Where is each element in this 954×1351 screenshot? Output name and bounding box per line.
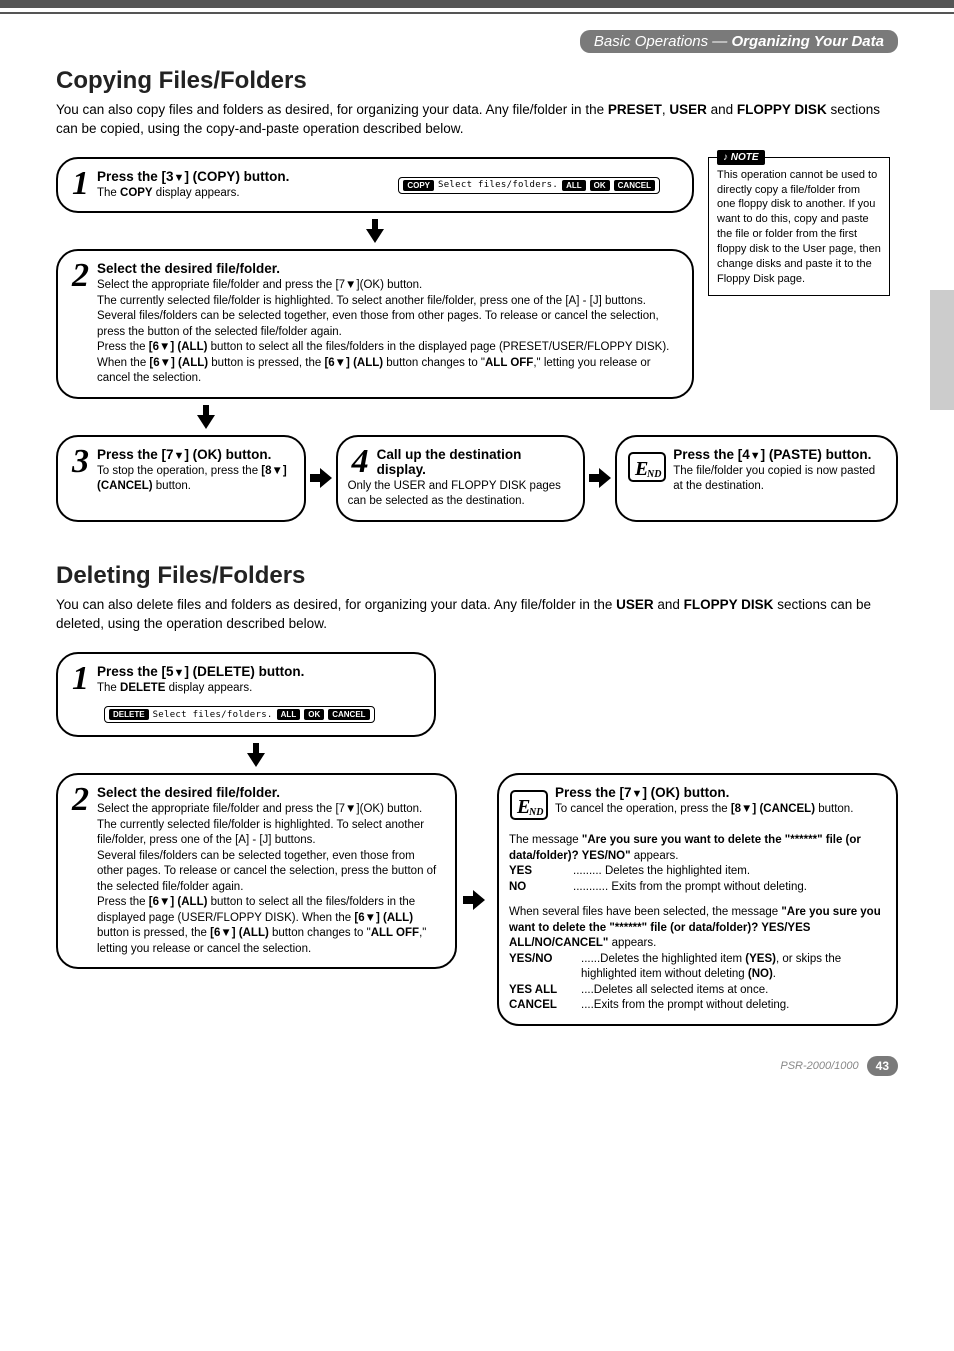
chip-all: ALL	[562, 180, 586, 191]
step-2-box: 2 Select the desired file/folder. Select…	[56, 249, 694, 399]
delete-display-strip: DELETE Select files/folders. ALL OK CANC…	[104, 706, 375, 723]
chip-delete: DELETE	[109, 709, 149, 720]
step-3-box: 3 Press the [7▼] (OK) button. To stop th…	[56, 435, 306, 522]
del-end-cancel: To cancel the operation, press the [8▼] …	[555, 802, 882, 818]
chip-cancel: CANCEL	[328, 709, 369, 720]
top-stripe	[0, 0, 954, 8]
step-2-num: 2	[72, 259, 89, 293]
footer: PSR-2000/1000 43	[56, 1056, 898, 1076]
del-step-end-box: E ND Press the [7▼] (OK) button. To canc…	[497, 773, 898, 1026]
arrow-down-icon	[365, 219, 385, 243]
step-1-num: 1	[72, 167, 89, 201]
step-end-title: Press the [4▼] (PASTE) button.	[673, 447, 882, 462]
step-end-box: E ND Press the [4▼] (PASTE) button. The …	[615, 435, 898, 522]
note-box: NOTE This operation cannot be used to di…	[708, 157, 890, 296]
step-3-body: To stop the operation, press the [8▼] (C…	[97, 464, 290, 495]
step-4-box: 4 Call up the destination display. Only …	[336, 435, 586, 522]
step-4-num: 4	[352, 445, 369, 479]
chip-copy: COPY	[403, 180, 434, 191]
step-4-title: Call up the destination display.	[348, 447, 570, 477]
step-2-title: Select the desired file/folder.	[68, 261, 678, 276]
header-bar: Basic Operations — Organizing Your Data	[580, 30, 898, 53]
note-text: This operation cannot be used to directl…	[717, 169, 881, 285]
end-icon: E ND	[627, 447, 667, 487]
thin-stripe	[0, 12, 954, 14]
del-step-2-box: 2 Select the desired file/folder. Select…	[56, 773, 457, 969]
arrow-right-icon	[463, 890, 491, 910]
arrow-down-icon	[196, 405, 216, 429]
copy-display-strip: COPY Select files/folders. ALL OK CANCEL	[398, 177, 660, 194]
del-end-title: Press the [7▼] (OK) button.	[555, 785, 882, 800]
footer-page: 43	[867, 1056, 898, 1076]
del-step-2-num: 2	[72, 783, 89, 817]
arrow-right-icon	[589, 468, 611, 488]
footer-model: PSR-2000/1000	[780, 1060, 858, 1072]
arrow-right-icon	[310, 468, 332, 488]
step-3-title: Press the [7▼] (OK) button.	[68, 447, 290, 462]
arrow-down-icon	[246, 743, 266, 767]
end-icon: E ND	[509, 785, 549, 825]
del-step-2-body: Select the appropriate file/folder and p…	[97, 802, 441, 957]
display-text: Select files/folders.	[153, 710, 273, 720]
chip-cancel: CANCEL	[614, 180, 655, 191]
del-end-messages: The message "Are you sure you want to de…	[509, 833, 882, 1014]
section-title-deleting: Deleting Files/Folders	[56, 562, 898, 590]
step-1-box: 1 Press the [3▼] (COPY) button. The COPY…	[56, 157, 694, 214]
del-step-1-body: The DELETE display appears.	[97, 681, 420, 697]
chip-ok: OK	[590, 180, 610, 191]
svg-text:ND: ND	[646, 469, 661, 480]
step-1-title: Press the [3▼] (COPY) button.	[68, 169, 380, 184]
del-step-2-title: Select the desired file/folder.	[68, 785, 441, 800]
svg-text:ND: ND	[528, 807, 543, 818]
step-4-body: Only the USER and FLOPPY DISK pages can …	[348, 479, 570, 510]
section-title-copying: Copying Files/Folders	[56, 67, 898, 95]
tab-edge	[930, 290, 954, 410]
step-1-body: The COPY display appears.	[97, 186, 380, 202]
del-step-1-title: Press the [5▼] (DELETE) button.	[68, 664, 420, 679]
step-2-body: Select the appropriate file/folder and p…	[97, 278, 678, 387]
del-step-1-num: 1	[72, 662, 89, 696]
step-3-num: 3	[72, 445, 89, 479]
header-title: Organizing Your Data	[731, 33, 884, 50]
step-end-body: The file/folder you copied is now pasted…	[673, 464, 882, 495]
del-step-1-box: 1 Press the [5▼] (DELETE) button. The DE…	[56, 652, 436, 738]
note-label: NOTE	[717, 150, 765, 166]
section2-intro: You can also delete files and folders as…	[56, 596, 898, 634]
display-text: Select files/folders.	[438, 180, 558, 190]
chip-all: ALL	[277, 709, 301, 720]
section1-intro: You can also copy files and folders as d…	[56, 101, 898, 139]
chip-ok: OK	[304, 709, 324, 720]
header-prefix: Basic Operations —	[594, 33, 732, 50]
